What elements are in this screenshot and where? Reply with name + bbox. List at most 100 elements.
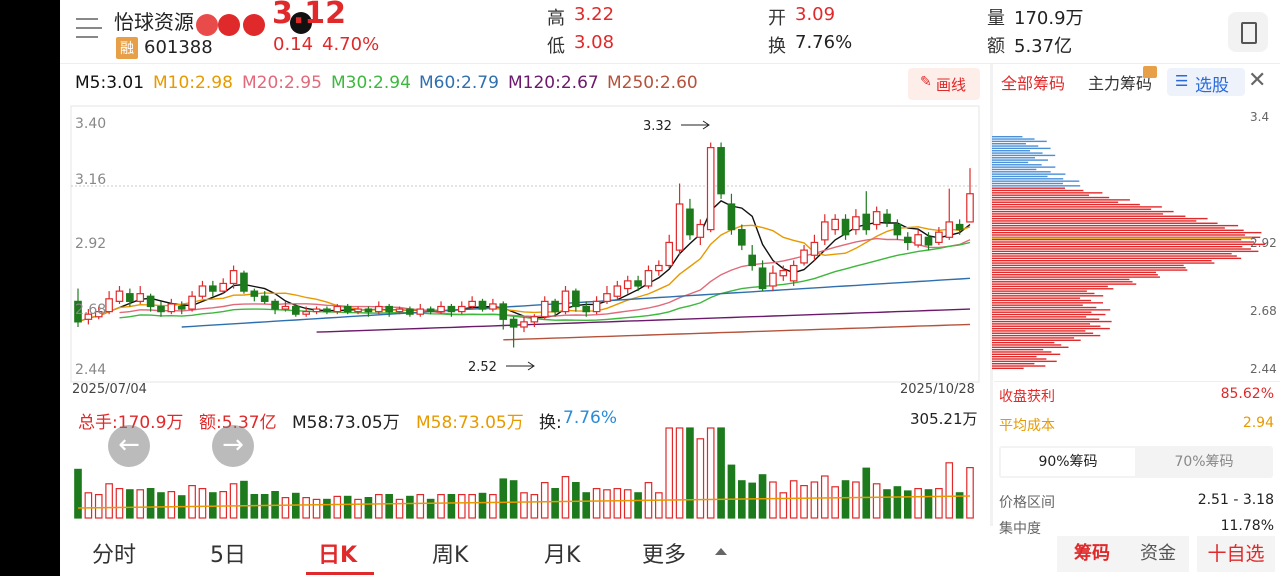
candle	[291, 305, 300, 315]
candle	[354, 308, 362, 313]
chip-bar	[992, 187, 1065, 189]
candle	[831, 218, 839, 231]
candle	[157, 305, 165, 313]
chip-bar	[992, 344, 1062, 346]
profit-value: 85.62%	[1220, 386, 1274, 402]
prev-arrow-button[interactable]: ←	[108, 425, 150, 467]
chip-bar	[992, 278, 1130, 281]
candle	[437, 305, 445, 313]
chip-bar	[992, 224, 1239, 227]
candle	[177, 305, 186, 310]
select-stock-button[interactable]: ☰ 选股	[1167, 68, 1245, 96]
candle	[810, 241, 819, 256]
volume-bar	[406, 495, 414, 519]
tab-70-chips[interactable]: 70%筹码	[1174, 454, 1234, 470]
menu-icon[interactable]	[76, 18, 102, 38]
side-divider	[990, 64, 993, 526]
tab-monthly-k[interactable]: 月K	[544, 543, 581, 568]
chip-bar	[992, 257, 1242, 260]
candle	[872, 211, 881, 226]
candle	[789, 264, 798, 282]
ma120-line	[316, 308, 971, 333]
next-arrow-button[interactable]: →	[212, 425, 254, 467]
volume-bar	[758, 474, 767, 519]
volume-bar	[883, 489, 891, 519]
high-value: 3.22	[574, 4, 615, 25]
chip-bar	[992, 206, 1162, 208]
volume-bar	[686, 427, 694, 519]
video-icon[interactable]	[243, 14, 265, 36]
candle	[634, 280, 642, 287]
ma250-label: M250:2.60	[607, 73, 698, 93]
candle	[312, 308, 321, 313]
tab-weekly-k[interactable]: 周K	[432, 543, 469, 568]
chip-bar	[992, 367, 1024, 370]
ytick-label: 2.92	[75, 236, 106, 252]
tab-more[interactable]: 更多	[642, 543, 687, 568]
volume-bar	[561, 475, 570, 519]
chip-bar	[992, 255, 1237, 257]
more-caret-icon[interactable]	[715, 548, 727, 555]
chip-bar	[992, 325, 1101, 327]
volume-bar	[623, 489, 632, 519]
volume-amount: 额:5.37亿	[199, 413, 277, 433]
chips-button[interactable]: 筹码	[1057, 536, 1127, 572]
chip-bar	[992, 327, 1110, 330]
candle	[623, 280, 632, 290]
volume-bar	[426, 498, 435, 519]
side-hr	[994, 381, 1280, 382]
funds-button[interactable]: 资金	[1127, 536, 1189, 572]
draw-line-button[interactable]: ✎ 画线	[908, 68, 980, 100]
weibo-icon[interactable]	[218, 14, 240, 36]
header-divider	[60, 63, 1280, 64]
candle	[572, 290, 580, 308]
chip-bar	[992, 229, 1244, 231]
chip-bar	[992, 154, 1056, 157]
tab-5day[interactable]: 5日	[210, 543, 246, 568]
candle	[769, 272, 777, 287]
volume-bar	[447, 493, 456, 519]
chip-bar	[992, 274, 1158, 276]
chip-bar	[992, 297, 1081, 299]
add-watchlist-button[interactable]: 十自选	[1197, 536, 1275, 572]
candle	[675, 203, 684, 251]
candle	[706, 147, 715, 231]
tab-intraday[interactable]: 分时	[92, 543, 137, 568]
candle	[509, 318, 518, 328]
chip-bar	[992, 351, 1052, 353]
volume-bar	[374, 493, 383, 519]
red-circle-icon[interactable]	[196, 14, 218, 36]
tab-all-chips[interactable]: 全部筹码	[1001, 74, 1066, 93]
tab-daily-k[interactable]: 日K	[318, 543, 358, 568]
chip-bar	[992, 253, 1232, 255]
candle	[333, 305, 342, 313]
volume-bar	[198, 487, 207, 519]
volume-bar	[727, 464, 736, 519]
ytick-label: 2.44	[75, 362, 106, 378]
pencil-icon: ✎	[920, 74, 932, 90]
ma60-label: M60:2.79	[419, 73, 499, 93]
candle	[468, 300, 476, 308]
tab-90-chips[interactable]: 90%筹码	[1001, 448, 1135, 476]
chip-bar	[992, 203, 1140, 206]
ma10-line	[77, 224, 971, 323]
volume-bar	[105, 483, 113, 519]
tab-main-chips[interactable]: 主力筹码	[1088, 74, 1153, 93]
douyin-icon[interactable]	[290, 12, 312, 34]
candlestick-chart[interactable]: 3.40 3.16 2.92 2.68 2.44 3.32 2.52	[60, 104, 990, 404]
candle	[935, 231, 943, 244]
close-icon[interactable]: ✕	[1248, 68, 1267, 93]
volume-bar	[696, 438, 705, 519]
chip-bar	[992, 194, 1090, 196]
candle	[229, 270, 238, 285]
volume-bar	[914, 487, 922, 519]
chip-bar	[992, 171, 1051, 173]
landscape-toggle-icon[interactable]	[1228, 12, 1268, 52]
candle	[603, 293, 611, 302]
volume-bar	[893, 486, 902, 519]
volume-bar	[852, 481, 860, 519]
volume-bar	[800, 484, 808, 519]
candle	[665, 241, 674, 267]
ma120-label: M120:2.67	[508, 73, 599, 93]
candle	[126, 293, 134, 302]
